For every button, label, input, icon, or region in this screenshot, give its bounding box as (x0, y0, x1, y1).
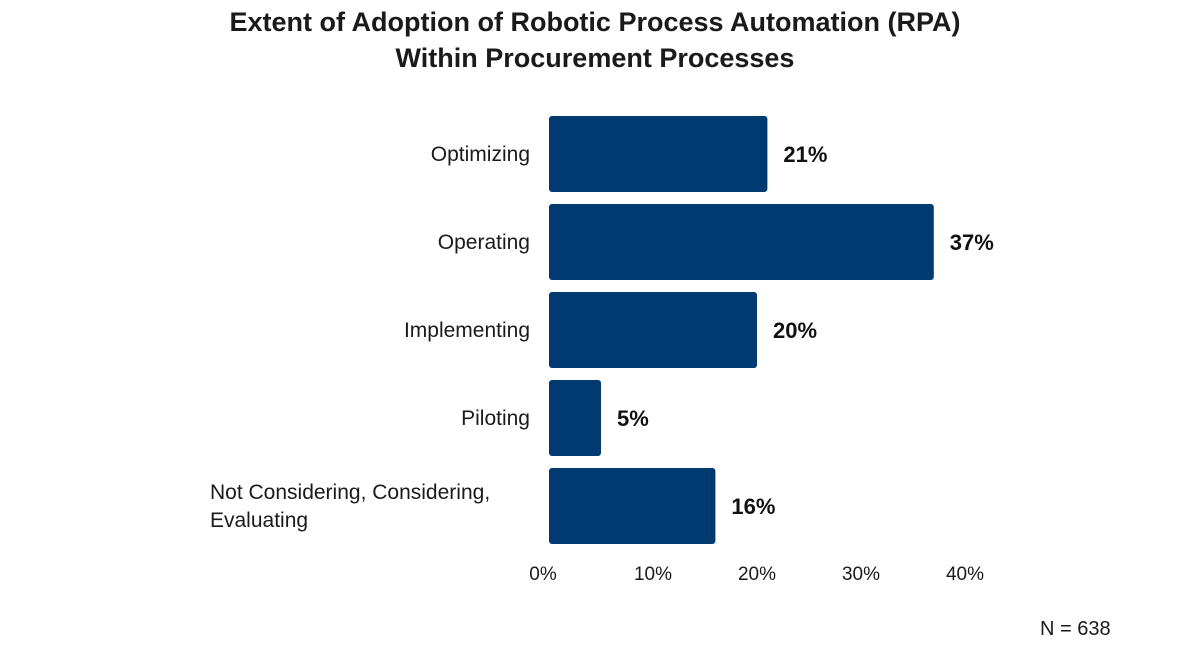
x-tick-label-2: 20% (738, 564, 776, 585)
category-label-2: Implementing (404, 319, 530, 342)
chart-title-line-1: Extent of Adoption of Robotic Process Au… (229, 7, 961, 37)
x-tick-label-3: 30% (842, 564, 880, 585)
data-label-1: 37% (950, 230, 994, 255)
category-label-3: Piloting (461, 407, 530, 430)
chart-title: Extent of Adoption of Robotic Process Au… (0, 4, 1190, 76)
bar-0 (549, 116, 768, 192)
bar-1 (549, 204, 934, 280)
bar-4 (549, 468, 716, 544)
bar-2 (549, 292, 757, 368)
category-label-1: Operating (438, 231, 530, 254)
sample-size-note: N = 638 (1040, 618, 1111, 640)
data-label-2: 20% (773, 318, 817, 343)
data-label-4: 16% (731, 494, 775, 519)
category-label-4: Not Considering, Considering, Evaluating (210, 481, 490, 532)
data-label-3: 5% (617, 406, 649, 431)
x-tick-label-4: 40% (946, 564, 984, 585)
data-label-0: 21% (783, 142, 827, 167)
x-tick-label-0: 0% (529, 564, 557, 585)
x-tick-label-1: 10% (634, 564, 672, 585)
chart-title-line-2: Within Procurement Processes (395, 43, 795, 73)
bar-3 (549, 380, 601, 456)
category-label-0: Optimizing (431, 143, 530, 166)
